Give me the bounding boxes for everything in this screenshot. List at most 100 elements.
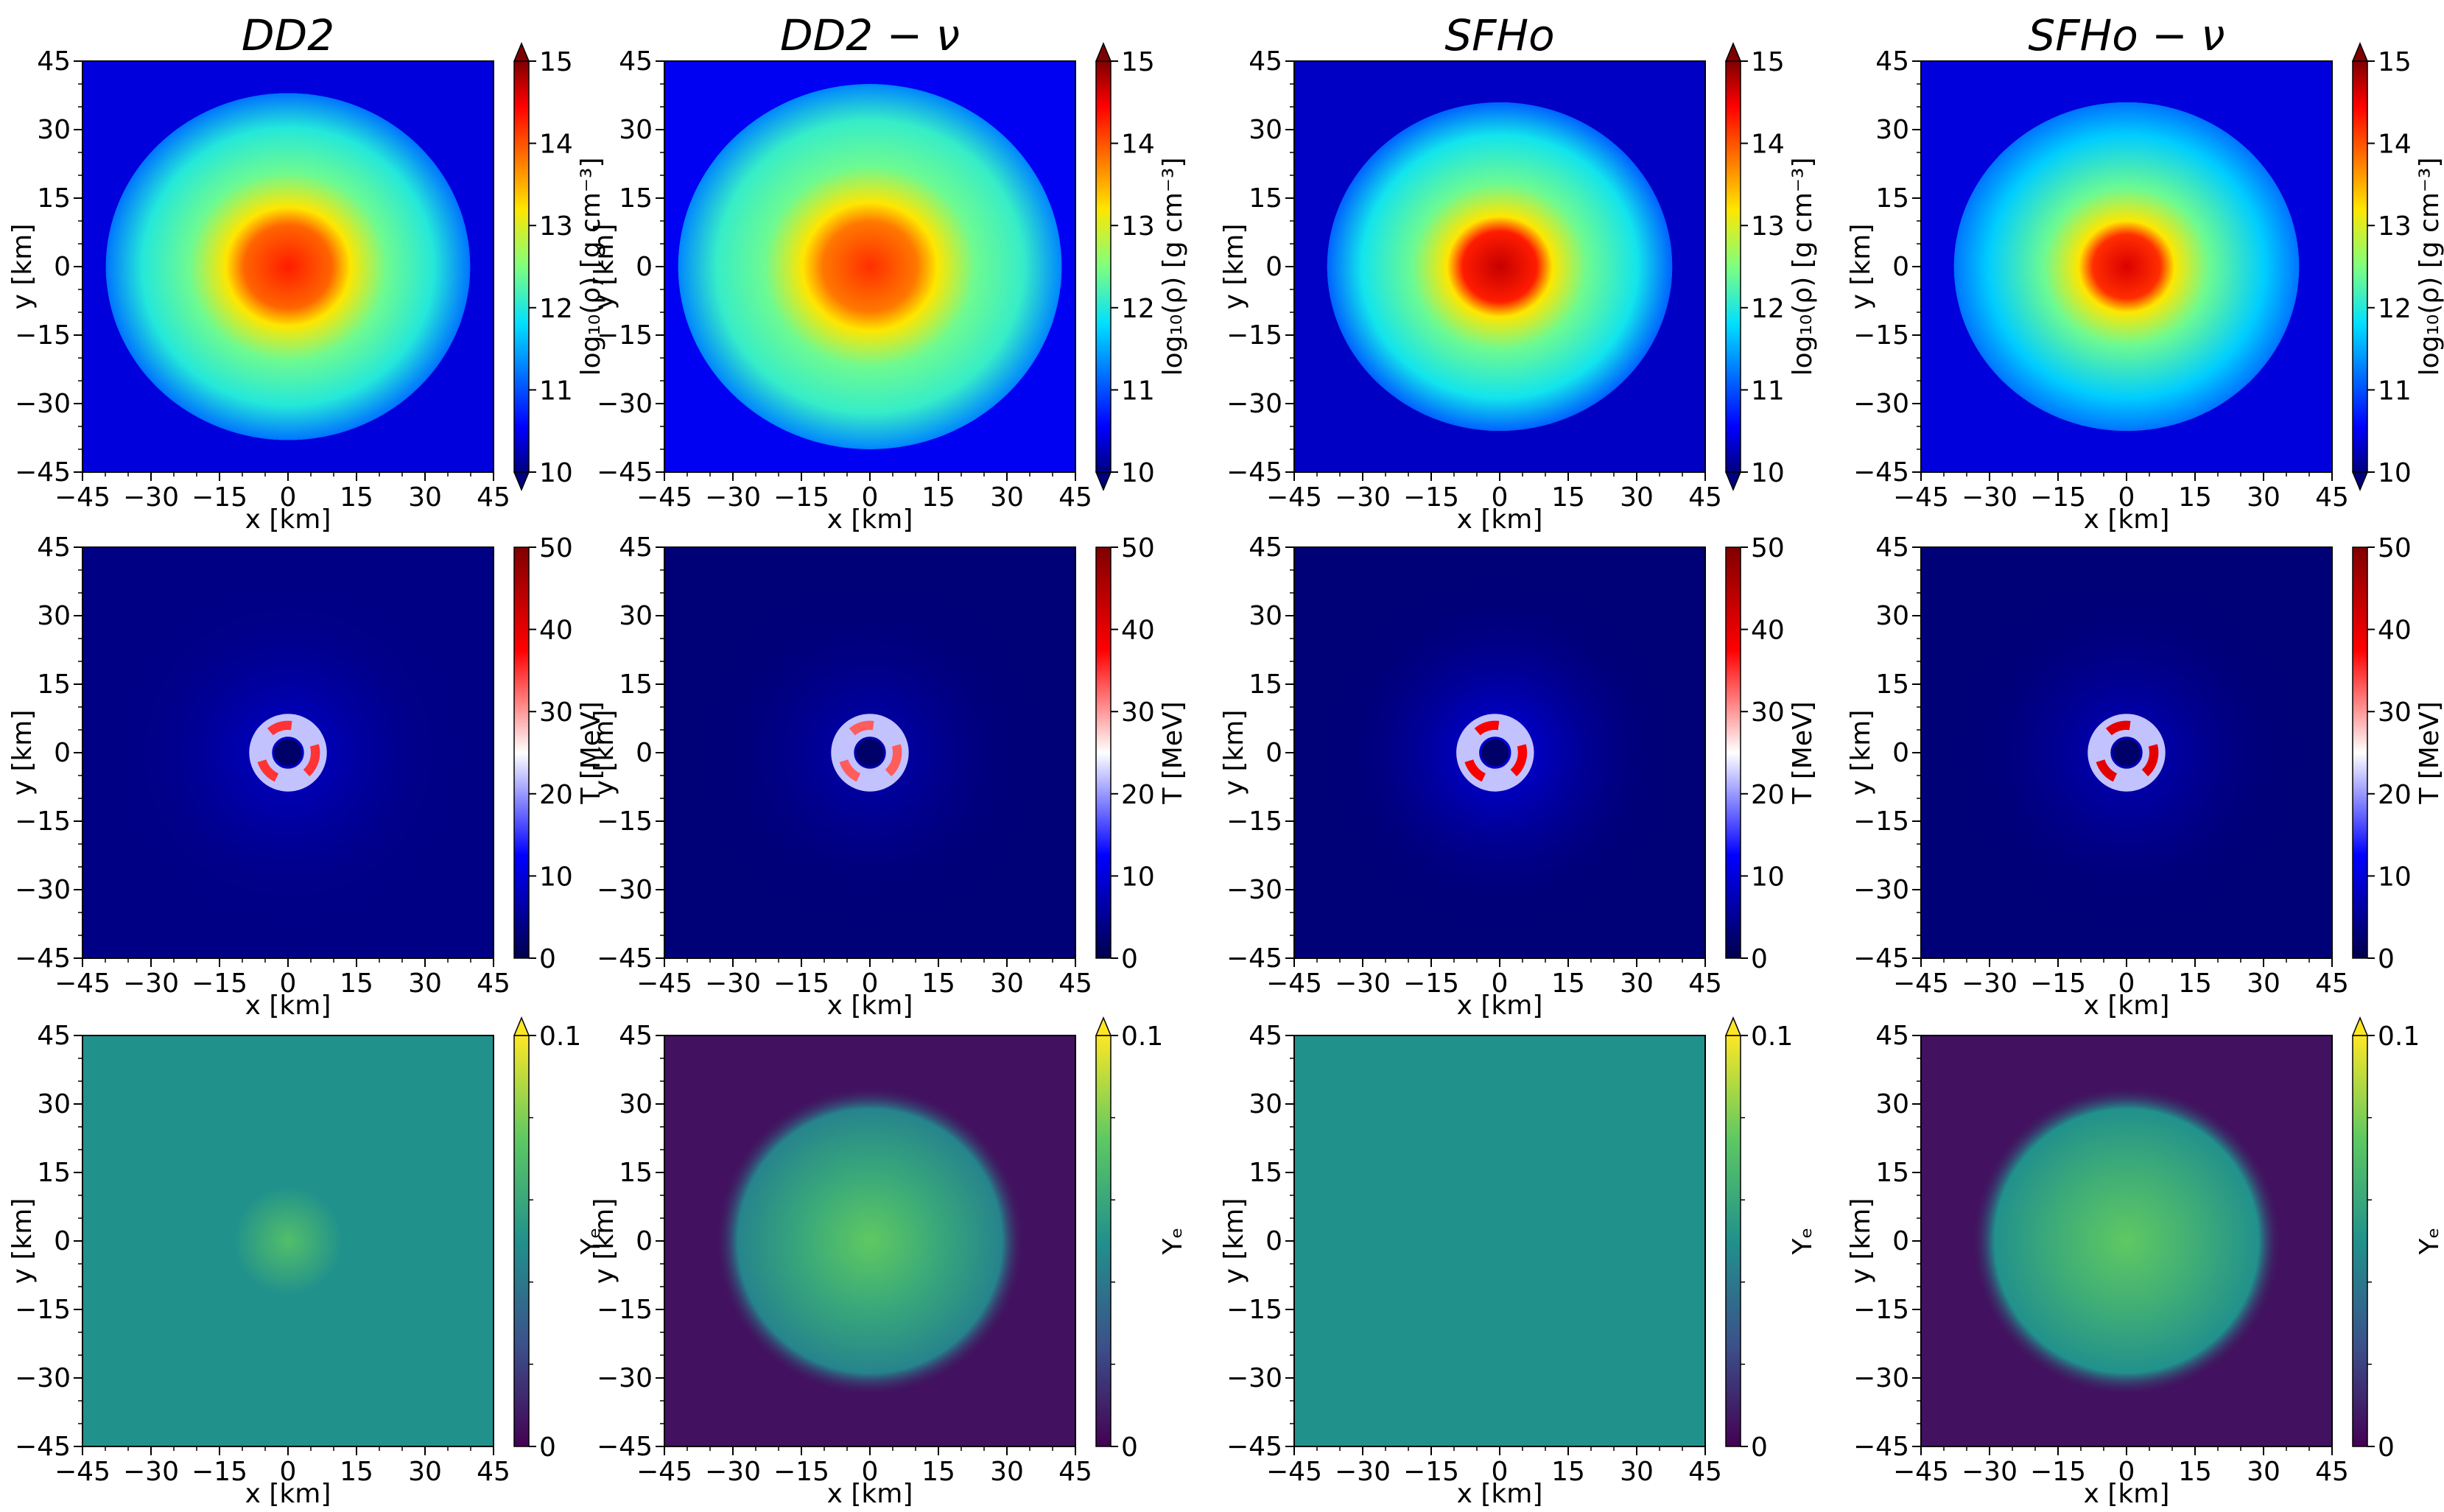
panel-temperature-0: −45−45 −30 −30 −15 −15 0 0 15 15 30 30 45 45 x [km] y … bbox=[7, 532, 606, 1021]
colorbar-tick-label: 30 bbox=[1751, 697, 1785, 728]
y-tick-label: −15 bbox=[1226, 806, 1282, 837]
y-tick-label: −30 bbox=[1853, 389, 1909, 419]
y-tick-label: 15 bbox=[1875, 669, 1909, 700]
y-tick-label: 0 bbox=[636, 252, 653, 282]
y-tick-label: 30 bbox=[619, 1089, 653, 1119]
colorbar-temperature: 0 10 20 30 40 50 T [MeV] bbox=[1725, 533, 1818, 974]
x-tick-label: −45 bbox=[1893, 1457, 1949, 1487]
y-tick-label: −30 bbox=[1226, 1363, 1282, 1393]
y-tick-label: 30 bbox=[37, 115, 71, 145]
x-tick-label: 0 bbox=[2118, 968, 2135, 999]
x-tick-label: −30 bbox=[123, 1457, 179, 1487]
column-title-3: SFHo − ν bbox=[2028, 10, 2224, 60]
colorbar-label: T [MeV] bbox=[2415, 701, 2444, 804]
colorbar-tick-label: 12 bbox=[1751, 294, 1785, 324]
x-tick-label: 15 bbox=[1551, 1457, 1585, 1487]
x-tick-label: 15 bbox=[921, 1457, 955, 1487]
y-axis-label: y [km] bbox=[589, 710, 619, 796]
x-tick-label: −45 bbox=[636, 1457, 692, 1487]
y-tick-label: −45 bbox=[1853, 1432, 1909, 1462]
y-tick-label: −45 bbox=[1226, 943, 1282, 974]
colorbar-tick-label: 50 bbox=[1121, 533, 1155, 563]
colorbar-tick-label: 40 bbox=[1751, 616, 1785, 646]
y-tick-label: 45 bbox=[37, 46, 71, 77]
y-axis-label: y [km] bbox=[7, 1198, 38, 1284]
x-tick-label: 15 bbox=[340, 968, 373, 999]
cold-center bbox=[856, 739, 884, 767]
colorbar-tick-label: 0.1 bbox=[539, 1022, 581, 1052]
x-tick-label: −15 bbox=[192, 968, 247, 999]
x-tick-label: 15 bbox=[2178, 1457, 2212, 1487]
x-tick-label: −30 bbox=[705, 1457, 761, 1487]
y-axis-label: y [km] bbox=[1846, 1198, 1876, 1284]
colorbar-tick-label: 20 bbox=[1121, 780, 1155, 810]
colorbar-tick-label: 0.1 bbox=[2378, 1022, 2420, 1052]
y-axis-label: y [km] bbox=[1846, 224, 1876, 310]
colorbar-electron_fraction: 0 0.1 Yₑ bbox=[2351, 1016, 2444, 1463]
colorbar-tick-label: 11 bbox=[1751, 376, 1785, 406]
y-tick-label: 30 bbox=[37, 601, 71, 631]
y-tick-label: 30 bbox=[37, 1089, 71, 1119]
x-tick-label: 45 bbox=[477, 482, 510, 513]
x-tick-label: −30 bbox=[123, 968, 179, 999]
y-tick-label: −45 bbox=[1226, 457, 1282, 488]
x-tick-label: 45 bbox=[1688, 968, 1722, 999]
y-axis-label: y [km] bbox=[1846, 710, 1876, 796]
y-tick-label: 0 bbox=[1892, 252, 1909, 282]
y-tick-label: −45 bbox=[15, 1432, 71, 1462]
x-tick-label: −15 bbox=[1403, 482, 1459, 513]
colorbar-bar bbox=[1095, 60, 1112, 473]
y-tick-label: −30 bbox=[15, 389, 71, 419]
x-tick-label: −15 bbox=[2030, 1457, 2086, 1487]
y-tick-label: 45 bbox=[1875, 46, 1909, 77]
panel-density-0: −45−45 −30 −30 −15 −15 0 0 15 15 30 30 45 45 x [km] y … bbox=[7, 42, 606, 535]
colorbar-bar bbox=[1095, 1035, 1112, 1447]
colorbar-electron_fraction: 0 0.1 Yₑ bbox=[1095, 1016, 1188, 1463]
colorbar-extend-max bbox=[1095, 42, 1112, 62]
colorbar-tick-label: 40 bbox=[2378, 616, 2412, 646]
y-tick-label: 0 bbox=[1892, 738, 1909, 768]
colorbar-label: T [MeV] bbox=[576, 701, 606, 804]
y-tick-label: −30 bbox=[597, 1363, 653, 1393]
y-tick-label: −30 bbox=[15, 1363, 71, 1393]
y-tick-label: −15 bbox=[597, 1295, 653, 1325]
y-tick-label: 15 bbox=[1875, 183, 1909, 214]
y-tick-label: −15 bbox=[15, 806, 71, 837]
y-tick-label: −45 bbox=[1853, 457, 1909, 488]
x-tick-label: 45 bbox=[1058, 968, 1092, 999]
colorbar-tick-label: 0 bbox=[1751, 1432, 1768, 1463]
colorbar-tick-label: 13 bbox=[539, 211, 573, 242]
y-tick-label: 15 bbox=[1249, 669, 1282, 700]
colorbar-bar bbox=[1725, 60, 1741, 473]
colorbar-tick-label: 15 bbox=[539, 47, 573, 77]
colorbar-tick-label: 0.1 bbox=[1121, 1022, 1163, 1052]
colorbar-tick-label: 13 bbox=[1751, 211, 1785, 242]
colorbar-bar bbox=[1095, 546, 1112, 959]
colorbar-tick-label: 10 bbox=[1751, 862, 1785, 892]
y-tick-label: 15 bbox=[1875, 1158, 1909, 1188]
density-disk bbox=[1327, 102, 1673, 432]
y-axis-label: y [km] bbox=[1219, 1198, 1249, 1284]
y-tick-label: 15 bbox=[619, 669, 653, 700]
y-tick-label: 0 bbox=[636, 738, 653, 768]
colorbar-extend-max bbox=[513, 42, 530, 62]
y-tick-label: 15 bbox=[37, 1158, 71, 1188]
colorbar-density: 10 11 12 13 14 15 log₁₀(ρ) [g cm⁻³] bbox=[513, 42, 606, 491]
x-tick-label: −45 bbox=[636, 482, 692, 513]
y-axis-label: y [km] bbox=[1219, 224, 1249, 310]
x-tick-label: 30 bbox=[2247, 1457, 2280, 1487]
x-tick-label: 45 bbox=[1688, 482, 1722, 513]
y-tick-label: 0 bbox=[1265, 738, 1282, 768]
y-tick-label: −15 bbox=[1853, 1295, 1909, 1325]
x-tick-label: 0 bbox=[862, 1457, 879, 1487]
x-tick-label: 45 bbox=[1058, 1457, 1092, 1487]
x-tick-label: −30 bbox=[1962, 482, 2018, 513]
colorbar-label: Yₑ bbox=[2415, 1227, 2444, 1255]
colorbar-tick-label: 0 bbox=[539, 944, 556, 974]
y-tick-label: 0 bbox=[1892, 1226, 1909, 1256]
y-tick-label: 15 bbox=[37, 669, 71, 700]
y-tick-label: 0 bbox=[636, 1226, 653, 1256]
x-tick-label: 30 bbox=[2247, 482, 2280, 513]
colorbar-label: log₁₀(ρ) [g cm⁻³] bbox=[1158, 158, 1188, 376]
x-tick-label: 45 bbox=[1688, 1457, 1722, 1487]
